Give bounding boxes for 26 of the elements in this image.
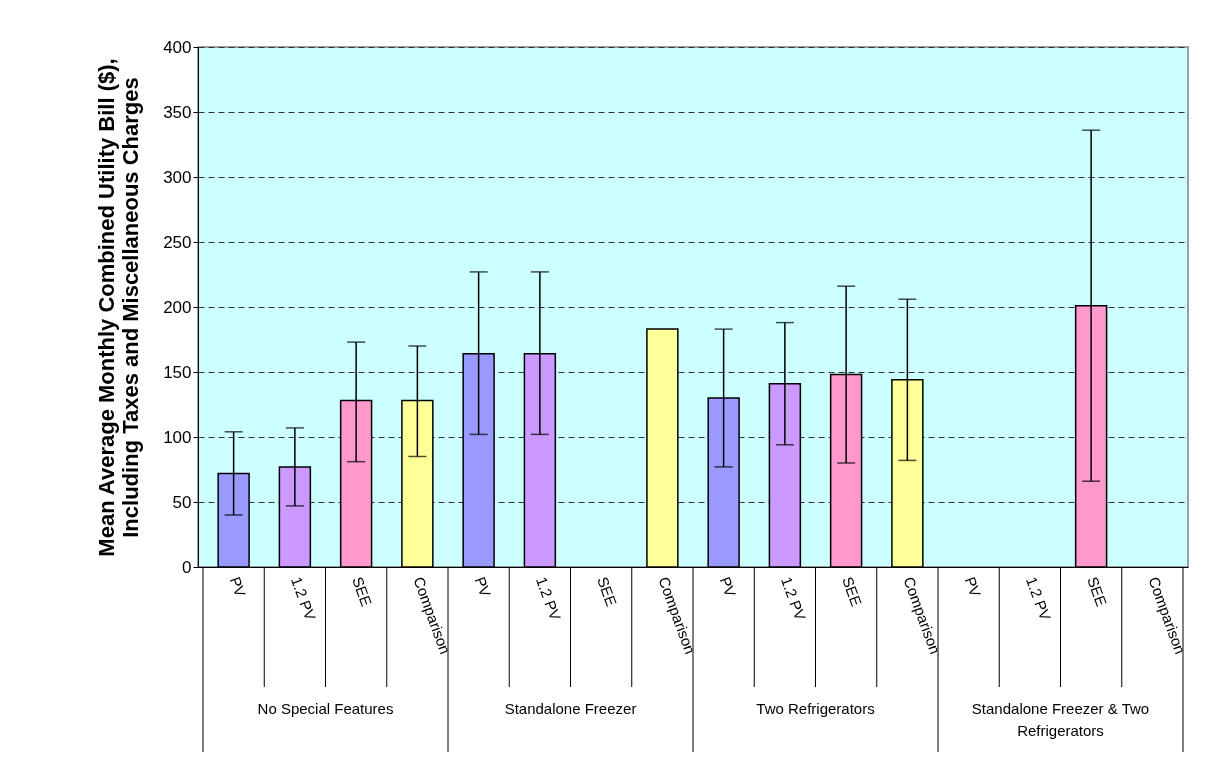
x-tick-label: SEE: [594, 574, 621, 609]
x-tick-label: SEE: [839, 574, 866, 609]
x-tick-label: 1.2 PV: [287, 574, 320, 623]
y-tick-label: 50: [172, 492, 192, 512]
x-tick-label: SEE: [1084, 574, 1111, 609]
y-tick-label: 100: [163, 427, 192, 447]
x-tick-label: PV: [226, 574, 250, 600]
text: No Special Features: [257, 700, 394, 717]
y-tick-label: 0: [182, 557, 192, 577]
x-tick-label: SEE: [349, 574, 376, 609]
y-tick-label: 200: [163, 297, 192, 317]
x-tick-label: PV: [716, 574, 740, 600]
text: Two Refrigerators: [756, 700, 875, 717]
x-tick-label: 1.2 PV: [532, 574, 565, 623]
y-tick-label: 350: [163, 102, 192, 122]
text: Standalone Freezer & Two Refrigerators: [971, 700, 1150, 739]
y-tick-label: 400: [163, 37, 192, 57]
y-tick-label: 150: [163, 362, 192, 382]
y-tick-label: 300: [163, 167, 192, 187]
x-tick-label: PV: [471, 574, 495, 600]
x-tick-label: PV: [961, 574, 985, 600]
x-tick-label: 1.2 PV: [1022, 574, 1055, 623]
y-tick-label: 250: [163, 232, 192, 252]
x-tick-label: 1.2 PV: [777, 574, 810, 623]
text: Standalone Freezer: [504, 700, 637, 717]
y-axis-title: Mean Average Monthly Combined Utility Bill ($), Including Taxes and Miscellaneous Charges: [94, 58, 144, 557]
